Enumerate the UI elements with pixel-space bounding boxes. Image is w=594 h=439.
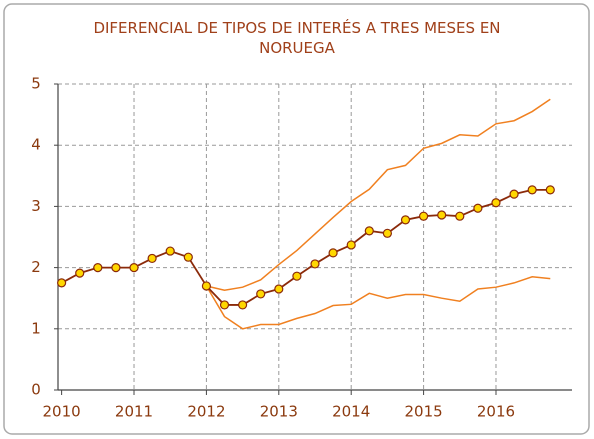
marker: [256, 289, 266, 299]
y-tick-label: 0: [31, 381, 41, 399]
marker: [165, 246, 175, 256]
marker: [328, 248, 338, 258]
x-tick-label: 2012: [187, 403, 225, 421]
marker: [183, 252, 193, 262]
frame: [3, 3, 590, 435]
x-tick-label: 2015: [404, 403, 442, 421]
series-line: [206, 98, 551, 292]
marker: [292, 271, 302, 281]
y-tick-label: 2: [31, 258, 41, 276]
marker: [111, 263, 121, 273]
marker: [310, 259, 320, 269]
series-line: [61, 188, 551, 306]
marker: [57, 278, 67, 288]
marker: [545, 185, 555, 195]
marker: [364, 226, 374, 236]
x-tick-label: 2013: [260, 403, 298, 421]
marker: [527, 185, 537, 195]
marker: [346, 240, 356, 250]
series-line: [205, 276, 551, 330]
marker: [437, 210, 447, 220]
marker: [93, 263, 103, 273]
marker: [129, 263, 139, 273]
marker: [238, 300, 248, 310]
marker: [455, 211, 465, 221]
marker: [147, 253, 157, 264]
marker: [75, 268, 85, 278]
x-tick-label: 2011: [115, 403, 153, 421]
x-tick-label: 2014: [332, 403, 370, 421]
marker: [219, 300, 230, 310]
marker: [473, 203, 483, 213]
marker: [274, 284, 284, 294]
y-tick-label: 4: [31, 136, 41, 154]
x-tick-label: 2010: [43, 403, 81, 421]
marker: [509, 189, 519, 199]
x-tick-label: 2016: [477, 403, 515, 421]
marker: [418, 211, 429, 221]
chart-title: DIFERENCIAL DE TIPOS DE INTERÉS A TRES M…: [93, 19, 501, 57]
y-tick-label: 3: [31, 197, 41, 215]
marker: [491, 198, 501, 208]
y-tick-label: 1: [31, 319, 41, 337]
marker: [400, 215, 411, 225]
marker: [382, 228, 392, 238]
y-tick-label: 5: [31, 75, 41, 93]
marker: [201, 281, 212, 291]
